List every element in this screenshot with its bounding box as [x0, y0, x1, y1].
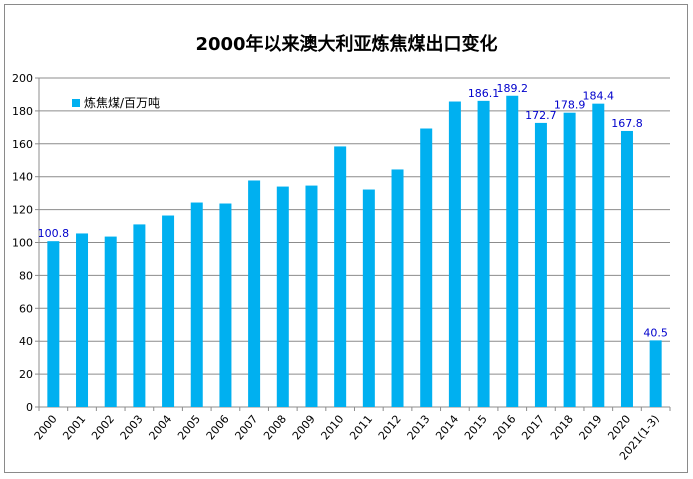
- y-tick-label: 140: [12, 171, 33, 184]
- data-label: 100.8: [38, 227, 70, 240]
- legend-swatch: [72, 98, 80, 107]
- bar: [534, 122, 547, 407]
- legend-label: 炼焦煤/百万吨: [84, 96, 161, 110]
- x-tick-label: 2000: [32, 413, 60, 443]
- bar: [334, 146, 347, 407]
- y-tick-label: 60: [19, 302, 33, 315]
- data-label: 186.1: [468, 87, 500, 100]
- x-tick-label: 2004: [146, 413, 174, 443]
- y-tick-label: 160: [12, 138, 33, 151]
- x-tick-label: 2014: [433, 413, 461, 443]
- data-label: 184.4: [583, 90, 615, 103]
- bar: [133, 224, 146, 407]
- data-label: 189.2: [497, 82, 529, 95]
- y-tick-label: 120: [12, 204, 33, 217]
- x-tick-label: 2017: [519, 413, 547, 443]
- data-label: 172.7: [525, 109, 557, 122]
- x-tick-label: 2001: [60, 413, 88, 443]
- bar: [76, 233, 89, 407]
- x-tick-label: 2003: [118, 413, 146, 443]
- data-label: 40.5: [643, 326, 668, 339]
- x-tick-label: 2002: [89, 413, 117, 443]
- data-label: 167.8: [611, 117, 643, 130]
- bar: [620, 130, 633, 407]
- chart-frame: [4, 4, 688, 473]
- bar: [649, 340, 662, 407]
- bar: [592, 103, 605, 408]
- bar: [448, 101, 461, 407]
- bar: [305, 185, 318, 407]
- x-tick-label: 2018: [548, 413, 576, 443]
- x-tick-label: 2011: [347, 413, 375, 443]
- bar: [219, 203, 232, 407]
- x-tick-label: 2016: [491, 413, 519, 443]
- bar: [190, 202, 203, 407]
- x-tick-label: 2012: [376, 413, 404, 443]
- y-tick-label: 100: [12, 237, 33, 250]
- bar: [477, 100, 490, 407]
- x-tick-label: 2020: [605, 413, 633, 443]
- bar: [104, 236, 117, 407]
- bar: [162, 215, 175, 407]
- x-tick-label: 2013: [405, 413, 433, 443]
- y-tick-label: 0: [26, 401, 33, 414]
- y-tick-label: 80: [19, 269, 33, 282]
- bar: [362, 189, 375, 407]
- x-tick-label: 2006: [204, 413, 232, 443]
- bar: [47, 241, 60, 407]
- x-tick-label: 2007: [232, 413, 260, 443]
- bar: [276, 186, 289, 407]
- x-tick-label: 2015: [462, 413, 490, 443]
- y-tick-label: 200: [12, 72, 33, 85]
- y-tick-label: 20: [19, 368, 33, 381]
- bar: [563, 112, 576, 407]
- x-tick-label: 2010: [319, 413, 347, 443]
- x-tick-label: 2008: [261, 413, 289, 443]
- y-tick-label: 180: [12, 105, 33, 118]
- bar: [506, 95, 519, 408]
- x-tick-label: 2005: [175, 413, 203, 443]
- bar: [391, 169, 404, 407]
- y-tick-label: 40: [19, 335, 33, 348]
- chart-title: 2000年以来澳大利亚炼焦煤出口变化: [195, 34, 498, 55]
- x-tick-label: 2019: [577, 413, 605, 443]
- bar: [420, 128, 433, 407]
- legend: 炼焦煤/百万吨: [72, 94, 160, 111]
- data-label: 178.9: [554, 99, 586, 112]
- bar: [248, 180, 261, 407]
- x-tick-label: 2009: [290, 413, 318, 443]
